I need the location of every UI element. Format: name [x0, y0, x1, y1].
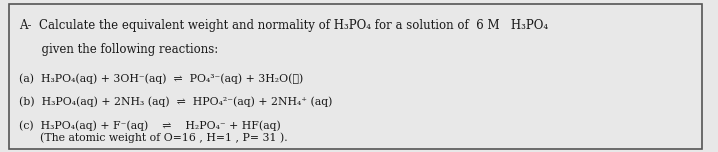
Text: (b)  H₃PO₄(aq) + 2NH₃ (aq)  ⇌  HPO₄²⁻(aq) + 2NH₄⁺ (aq): (b) H₃PO₄(aq) + 2NH₃ (aq) ⇌ HPO₄²⁻(aq) +… — [19, 97, 332, 107]
Text: A-  Calculate the equivalent weight and normality of H₃PO₄ for a solution of  6 : A- Calculate the equivalent weight and n… — [19, 19, 549, 32]
FancyBboxPatch shape — [9, 4, 702, 149]
Text: (a)  H₃PO₄(aq) + 3OH⁻(aq)  ⇌  PO₄³⁻(aq) + 3H₂O(ℓ): (a) H₃PO₄(aq) + 3OH⁻(aq) ⇌ PO₄³⁻(aq) + 3… — [19, 73, 304, 84]
Text: given the following reactions:: given the following reactions: — [19, 43, 218, 56]
Text: (The atomic weight of O=16 , H=1 , P= 31 ).: (The atomic weight of O=16 , H=1 , P= 31… — [19, 133, 288, 143]
Text: (c)  H₃PO₄(aq) + F⁻(aq)    ⇌    H₂PO₄⁻ + HF(aq): (c) H₃PO₄(aq) + F⁻(aq) ⇌ H₂PO₄⁻ + HF(aq) — [19, 121, 281, 131]
